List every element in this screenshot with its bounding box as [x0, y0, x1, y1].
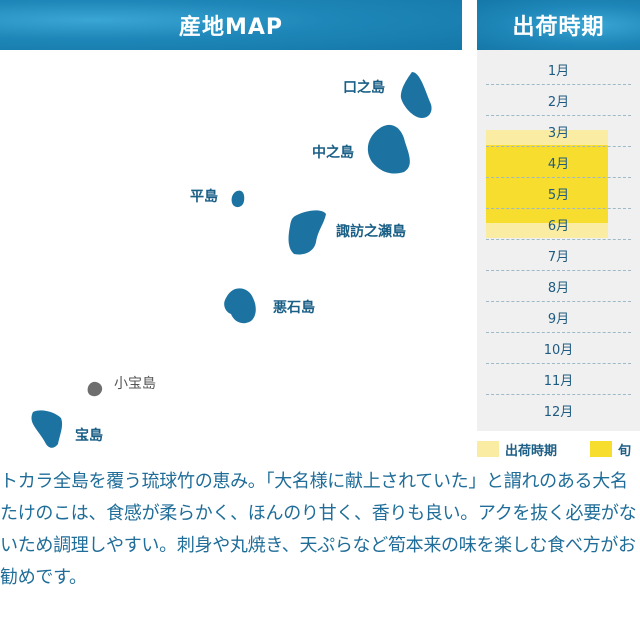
month-label: 11月: [543, 374, 574, 389]
month-label: 6月: [547, 219, 570, 234]
island-nakanoshima[interactable]: [367, 124, 410, 174]
map-title: 産地MAP: [178, 15, 284, 40]
month-divider: [486, 146, 631, 147]
label-kodakarajima: 小宝島: [114, 376, 156, 392]
legend-peak: 旬: [590, 438, 631, 460]
month-divider: [486, 239, 631, 240]
legend-peak-swatch: [590, 441, 612, 457]
month-label: 9月: [547, 312, 570, 327]
month-label: 2月: [547, 95, 570, 110]
month-label: 8月: [547, 281, 570, 296]
month-row: 7月: [486, 240, 631, 271]
legend-peak-label: 旬: [618, 443, 632, 459]
legend-shipping-label: 出荷時期: [505, 443, 558, 459]
peak-period-band: [486, 145, 608, 223]
month-row: 5月: [486, 178, 631, 209]
label-nakanoshima: 中之島: [312, 145, 354, 161]
legend-shipping-swatch: [477, 441, 499, 457]
map-title-bar: 産地MAP: [0, 0, 462, 50]
month-row: 11月: [486, 364, 631, 395]
month-divider: [486, 363, 631, 364]
month-label: 10月: [543, 343, 574, 358]
label-suwanosejima: 諏訪之瀬島: [336, 224, 406, 240]
month-label: 7月: [547, 250, 570, 265]
month-divider: [486, 84, 631, 85]
island-tairajima[interactable]: [231, 190, 245, 208]
label-tairajima: 平島: [190, 189, 218, 205]
month-divider: [486, 332, 631, 333]
map-islands: [31, 72, 432, 448]
month-row: 12月: [486, 395, 631, 426]
season-title-bar: 出荷時期: [477, 0, 640, 50]
month-row: 4月: [486, 147, 631, 178]
island-takarajima[interactable]: [31, 410, 63, 448]
description-text: トカラ全島を覆う琉球竹の恵み。「大名様に献上されていた」と謂れのある大名たけのこ…: [0, 471, 637, 588]
month-divider: [486, 115, 631, 116]
month-divider: [486, 208, 631, 209]
island-kuchinoshima[interactable]: [400, 72, 432, 118]
month-divider: [486, 301, 631, 302]
month-divider: [486, 394, 631, 395]
month-row: 8月: [486, 271, 631, 302]
month-row: 1月: [486, 54, 631, 85]
month-divider: [486, 270, 631, 271]
month-label: 1月: [547, 64, 570, 79]
month-row: 2月: [486, 85, 631, 116]
island-akusekijima[interactable]: [224, 288, 256, 324]
production-map: 口之島 中之島 平島 諏訪之瀬島 悪石島 小宝島 宝島: [0, 50, 470, 460]
label-akusekijima: 悪石島: [273, 300, 315, 316]
shipping-calendar: 1月 2月 3月 4月 5月 6月 7月 8月 9月 10月 11月 12月: [477, 50, 640, 431]
season-title: 出荷時期: [512, 15, 605, 40]
month-label: 4月: [547, 157, 570, 172]
month-divider: [486, 177, 631, 178]
island-kodakarajima[interactable]: [87, 381, 103, 397]
month-label: 5月: [547, 188, 570, 203]
month-label: 12月: [543, 405, 574, 420]
legend-shipping: 出荷時期: [477, 438, 557, 460]
month-label: 3月: [547, 126, 570, 141]
island-suwanosejima[interactable]: [288, 210, 326, 255]
month-row: 9月: [486, 302, 631, 333]
month-row: 6月: [486, 209, 631, 240]
month-row: 10月: [486, 333, 631, 364]
label-takarajima: 宝島: [75, 428, 103, 444]
month-row: 3月: [486, 116, 631, 147]
label-kuchinoshima: 口之島: [343, 80, 385, 96]
